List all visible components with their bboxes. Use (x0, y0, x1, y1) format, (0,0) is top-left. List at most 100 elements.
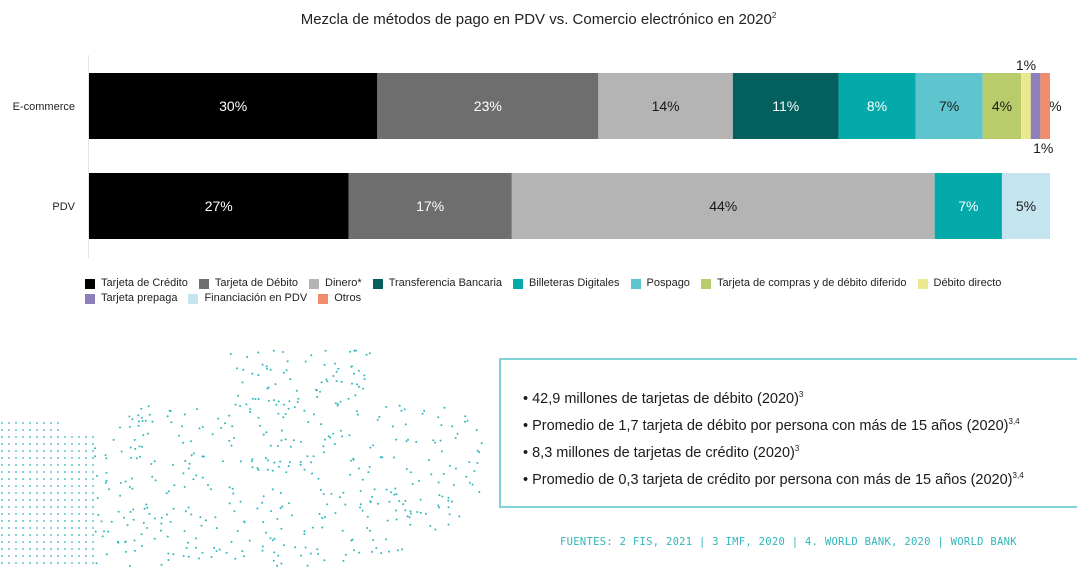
map-dot (288, 502, 291, 505)
map-dot (29, 471, 31, 473)
map-dot (192, 478, 195, 481)
legend-swatch (85, 278, 95, 289)
map-dot (50, 499, 52, 501)
map-dot (376, 418, 379, 421)
legend-swatch (198, 278, 209, 289)
map-dot (280, 527, 283, 530)
map-dot (29, 485, 31, 487)
map-dot (231, 425, 234, 428)
map-dot (361, 478, 364, 481)
map-dot (310, 461, 313, 464)
stat-line: • 42,9 millones de tarjetas de débito (2… (523, 386, 1077, 413)
map-dot (195, 537, 198, 540)
map-dot (150, 463, 153, 465)
map-dot (237, 394, 240, 397)
map-dot (404, 509, 407, 512)
map-dot (265, 431, 268, 434)
map-dot (105, 471, 108, 474)
map-dot (15, 541, 17, 543)
map-dot (356, 383, 359, 386)
map-dot (78, 443, 80, 445)
map-dot (36, 534, 38, 536)
map-dot (1, 471, 3, 473)
data-label-e-commerce-transferencia-bancaria: 11% (772, 98, 799, 114)
map-dot (466, 419, 469, 422)
bar-e-commerce-pospago (915, 73, 983, 139)
legend-swatch (372, 278, 383, 289)
bar-pdv-billeteras-digitales (934, 173, 1002, 239)
map-dot (141, 445, 144, 448)
map-dot (139, 455, 141, 458)
map-dot (334, 512, 337, 515)
map-dot (437, 416, 440, 419)
map-dot (220, 426, 223, 429)
map-dot (22, 485, 24, 487)
map-dot (57, 478, 59, 480)
map-dot (473, 470, 476, 472)
sources-footer: FUENTES: 2 FIS, 2021 | 3 IMF, 2020 | 4. … (560, 536, 1017, 548)
map-dot (43, 450, 45, 452)
map-dot (275, 403, 278, 406)
map-dot (326, 380, 329, 383)
map-dot (78, 471, 80, 473)
map-dot (78, 520, 80, 522)
map-dot (92, 499, 94, 501)
map-dot (199, 516, 202, 519)
map-dot (351, 382, 353, 385)
map-dot (78, 534, 80, 536)
map-dot (135, 457, 138, 460)
map-dot (355, 349, 357, 352)
map-dot (57, 499, 59, 501)
chart-title: Mezcla de métodos de pago en PDV vs. Com… (0, 11, 1077, 28)
map-dot (94, 447, 96, 450)
map-dot (408, 516, 411, 519)
map-dot (71, 443, 73, 445)
map-dot (85, 548, 87, 550)
map-dot (8, 541, 10, 543)
map-dot (327, 435, 330, 438)
map-dot (50, 478, 52, 480)
map-dot (71, 499, 73, 501)
map-dot (146, 527, 149, 529)
map-dot (291, 514, 293, 517)
map-dot (29, 436, 31, 438)
map-dot (8, 422, 10, 424)
map-dot (8, 450, 10, 452)
map-dot (339, 429, 342, 432)
map-dot (124, 480, 127, 483)
legend-item-otros: Otros (318, 291, 361, 306)
map-dot (92, 457, 94, 459)
map-dot (273, 461, 276, 464)
map-dot (43, 464, 45, 466)
map-dot (234, 403, 237, 406)
map-dot (43, 562, 45, 564)
chart-title-footnote: 2 (771, 11, 777, 20)
map-dot (400, 409, 403, 412)
map-dot (29, 422, 31, 424)
map-dot (92, 436, 94, 438)
map-dot (404, 423, 407, 426)
map-dot (322, 445, 325, 448)
legend-swatch (85, 293, 95, 304)
map-dot (478, 451, 481, 454)
map-dot (177, 434, 180, 437)
map-dot (409, 471, 412, 474)
map-dot (22, 429, 24, 431)
legend-item-dinero: Dinero* (309, 276, 362, 291)
map-dot (224, 422, 227, 425)
map-dot (281, 429, 283, 432)
map-dot (271, 539, 274, 542)
map-dot (316, 548, 319, 551)
bar-e-commerce-billeteras-digitales (838, 73, 916, 139)
map-dot (385, 538, 388, 541)
map-dot (480, 442, 483, 445)
map-dot (332, 375, 335, 377)
map-dot (78, 485, 80, 487)
map-dot (78, 555, 80, 557)
map-dot (15, 513, 17, 515)
map-dot (1, 478, 3, 480)
legend-swatch (630, 278, 641, 289)
legend-label: Billeteras Digitales (529, 277, 620, 289)
map-dot (239, 500, 242, 503)
map-dot (478, 491, 481, 493)
